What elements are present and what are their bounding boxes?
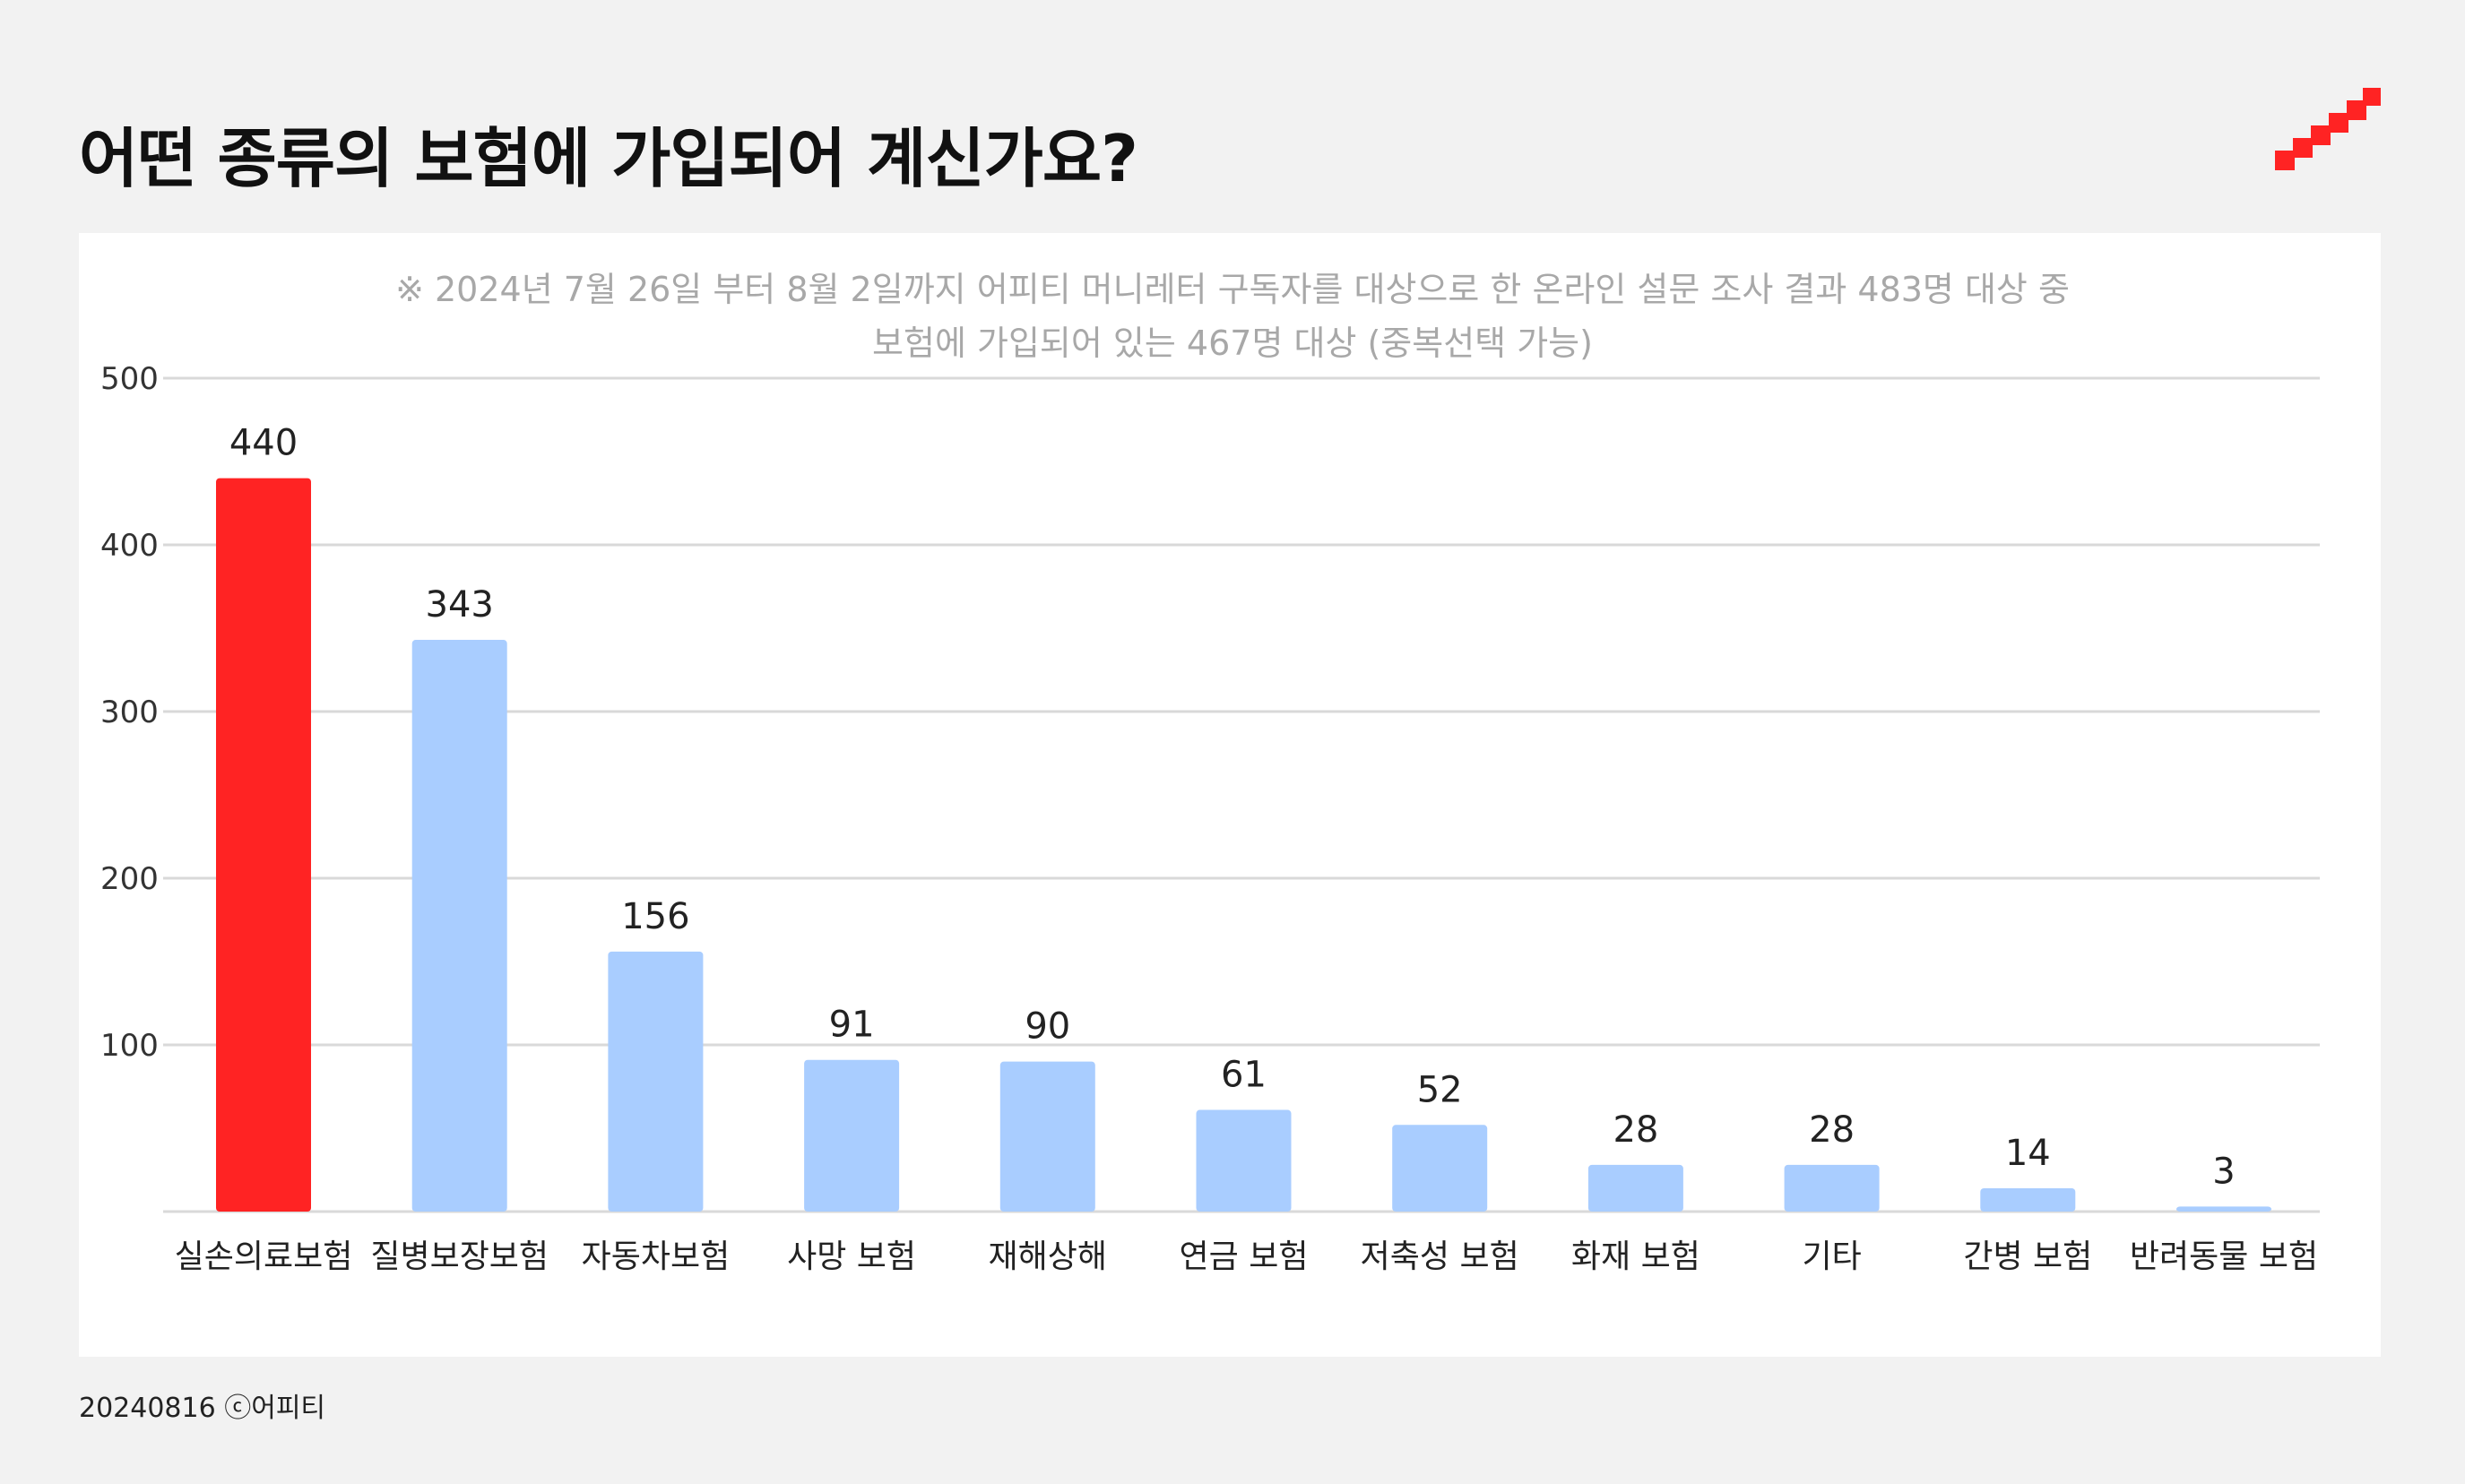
x-tick-label: 자동차보험 xyxy=(582,1238,731,1275)
x-tick-label: 화재 보험 xyxy=(1571,1238,1700,1275)
data-label: 440 xyxy=(229,423,298,464)
bar xyxy=(999,1061,1095,1212)
bar xyxy=(608,951,704,1212)
bar xyxy=(2176,1206,2271,1212)
page-title: 어떤 종류의 보험에 가입되어 계신가요? xyxy=(79,121,1138,196)
x-tick-label: 사망 보험 xyxy=(787,1238,916,1275)
x-tick-label: 저축성 보험 xyxy=(1361,1238,1519,1275)
chart-subtitle-line-1: ※ 2024년 7월 26일 부터 8월 2일까지 어피티 머니레터 구독자를 … xyxy=(395,270,2070,309)
y-tick-label: 400 xyxy=(100,528,159,564)
bar xyxy=(1784,1164,1880,1212)
brand-logo-icon xyxy=(2275,88,2381,170)
x-tick-label: 실손의료보험 xyxy=(175,1238,353,1275)
bar xyxy=(1196,1109,1292,1212)
bar xyxy=(411,640,507,1212)
y-tick-label: 300 xyxy=(100,695,159,730)
data-label: 3 xyxy=(2212,1151,2235,1192)
y-tick-label: 200 xyxy=(100,861,159,897)
footer-credit: 20240816 ⓒ어피티 xyxy=(79,1393,326,1424)
x-tick-label: 재해상해 xyxy=(989,1238,1107,1275)
data-label: 90 xyxy=(1025,1006,1070,1048)
data-label: 52 xyxy=(1417,1069,1463,1110)
bar xyxy=(1392,1125,1488,1212)
x-tick-label: 간병 보험 xyxy=(1963,1238,2092,1275)
data-label: 61 xyxy=(1221,1055,1267,1096)
data-label: 343 xyxy=(426,584,494,626)
data-label: 28 xyxy=(1809,1109,1855,1151)
chart-subtitle-line-2: 보험에 가입되어 있는 467명 대상 (중복선택 가능) xyxy=(872,324,1593,363)
bar xyxy=(1980,1187,2076,1212)
x-tick-label: 연금 보험 xyxy=(1180,1238,1309,1275)
data-label: 14 xyxy=(2005,1133,2051,1174)
y-tick-label: 100 xyxy=(100,1028,159,1064)
x-tick-label: 반려동물 보험 xyxy=(2130,1238,2318,1275)
x-tick-label: 기타 xyxy=(1802,1238,1861,1275)
x-tick-label: 질병보장보험 xyxy=(370,1238,549,1275)
y-tick-label: 500 xyxy=(100,361,159,397)
bar xyxy=(804,1059,900,1212)
data-label: 28 xyxy=(1613,1109,1658,1151)
bar xyxy=(1587,1164,1683,1212)
bar xyxy=(216,478,311,1212)
data-label: 156 xyxy=(621,896,689,937)
data-label: 91 xyxy=(829,1005,875,1046)
